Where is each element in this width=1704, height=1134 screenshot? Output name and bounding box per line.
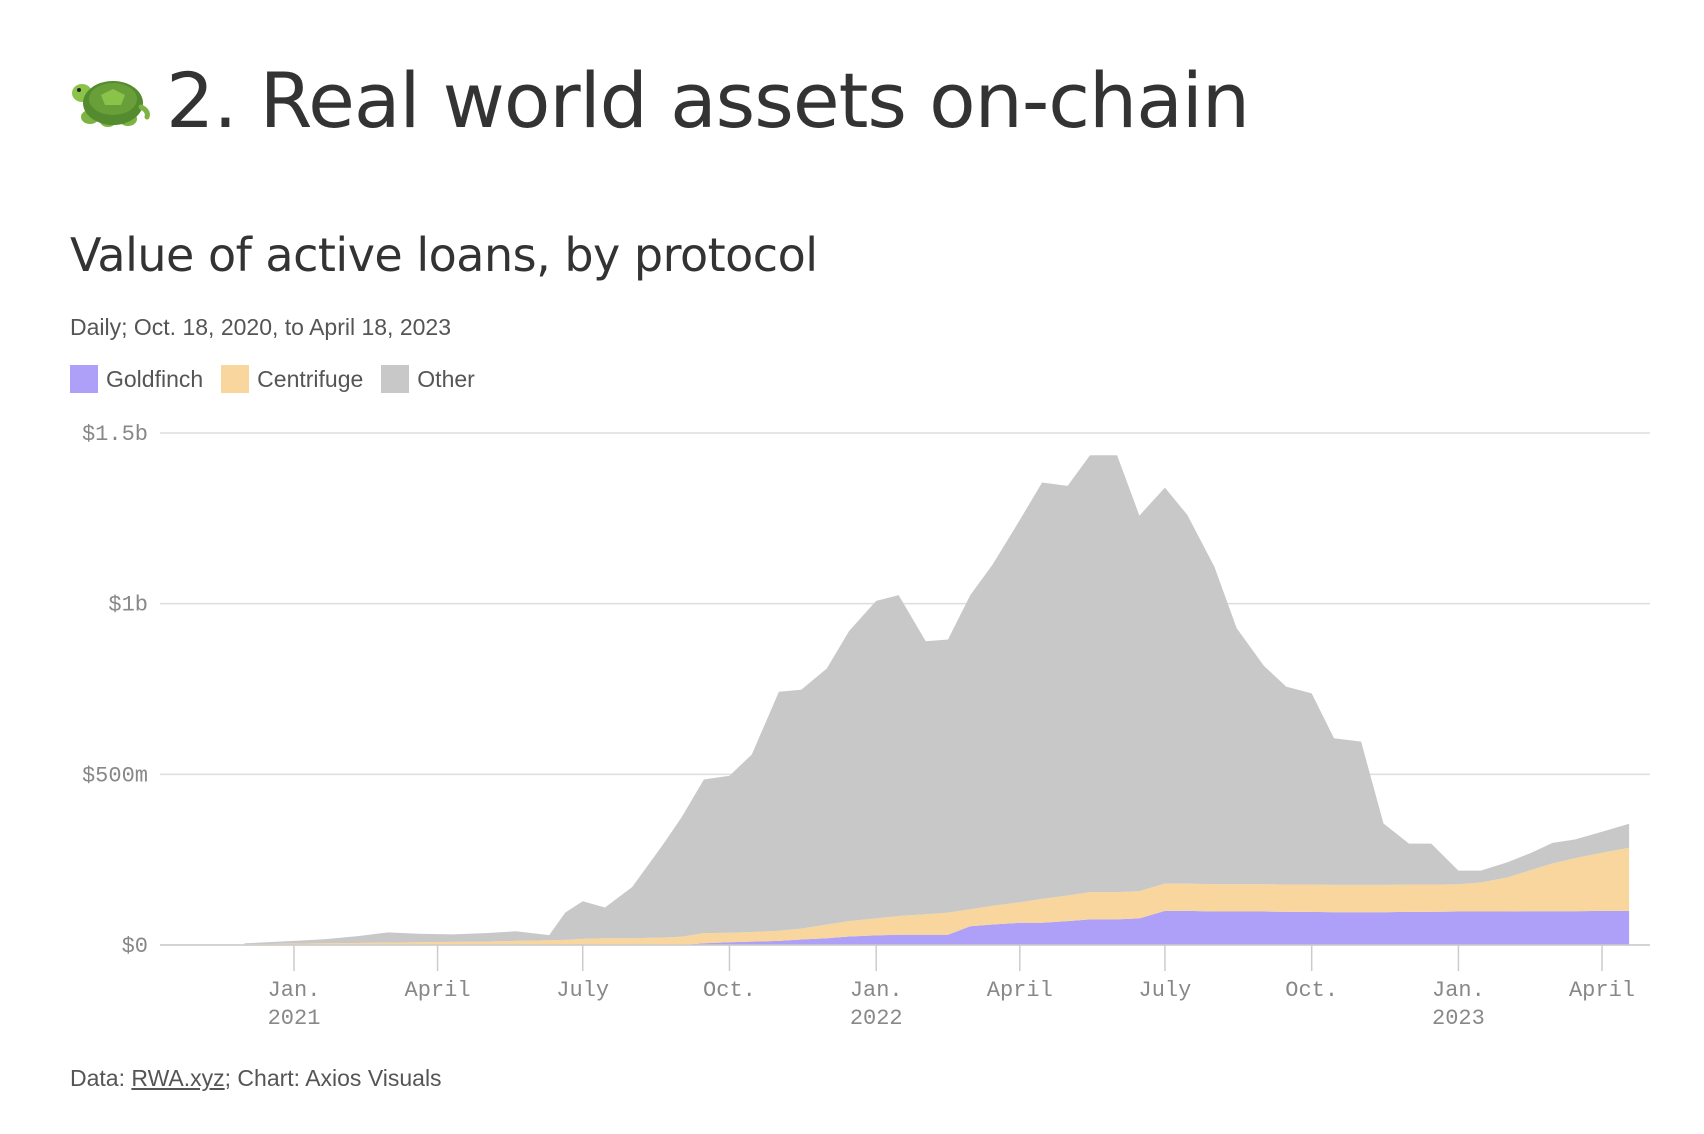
x-tick-year-label: 2022	[850, 1006, 903, 1031]
y-tick-label: $1.5b	[82, 422, 148, 447]
x-tick-label: April	[405, 978, 471, 1003]
x-tick-label: Jan.	[268, 978, 321, 1003]
x-tick-label: Oct.	[1285, 978, 1338, 1003]
chart-legend: Goldfinch Centrifuge Other	[70, 365, 475, 393]
area-series	[160, 455, 1650, 946]
x-tick-year-label: 2023	[1432, 1006, 1485, 1031]
x-tick-label: Oct.	[703, 978, 756, 1003]
legend-item-centrifuge: Centrifuge	[221, 365, 363, 393]
x-axis-ticks: Jan. 2021 April July Oct. Jan. 2022 April July Oc…	[268, 945, 1635, 1031]
legend-swatch-centrifuge	[221, 365, 250, 393]
y-axis-ticks: $0 $500m $1b $1.5b	[82, 422, 148, 959]
legend-swatch-other	[381, 365, 410, 393]
x-tick-label: July	[1139, 978, 1192, 1003]
x-tick-label: July	[556, 978, 609, 1003]
legend-label-other: Other	[417, 365, 475, 392]
turtle-emoji-icon	[68, 59, 150, 141]
legend-item-goldfinch: Goldfinch	[70, 365, 203, 393]
headline-text: 2. Real world assets on-chain	[166, 55, 1250, 145]
x-tick-label: April	[987, 978, 1053, 1003]
y-tick-label: $0	[122, 934, 148, 959]
footer-prefix: Data:	[70, 1065, 132, 1091]
chart-subtitle: Daily; Oct. 18, 2020, to April 18, 2023	[70, 314, 452, 340]
chart-footer: Data: RWA.xyz; Chart: Axios Visuals	[70, 1065, 442, 1092]
x-tick-label: Jan.	[1432, 978, 1485, 1003]
headline: 2. Real world assets on-chain	[68, 52, 1250, 148]
source-link[interactable]: RWA.xyz	[131, 1065, 225, 1091]
legend-label-centrifuge: Centrifuge	[257, 365, 364, 392]
area-centrifuge	[244, 847, 1630, 945]
footer-suffix: ; Chart: Axios Visuals	[224, 1065, 442, 1091]
x-tick-label: Jan.	[850, 978, 903, 1003]
legend-swatch-goldfinch	[70, 365, 98, 393]
y-tick-label: $500m	[82, 763, 148, 788]
x-tick-label: April	[1569, 978, 1635, 1003]
y-tick-label: $1b	[108, 593, 148, 618]
legend-label-goldfinch: Goldfinch	[106, 365, 204, 392]
legend-item-other: Other	[381, 365, 475, 393]
chart-title: Value of active loans, by protocol	[70, 228, 818, 282]
x-tick-year-label: 2021	[268, 1006, 321, 1031]
area-goldfinch	[244, 910, 1630, 945]
area-other	[244, 455, 1630, 945]
